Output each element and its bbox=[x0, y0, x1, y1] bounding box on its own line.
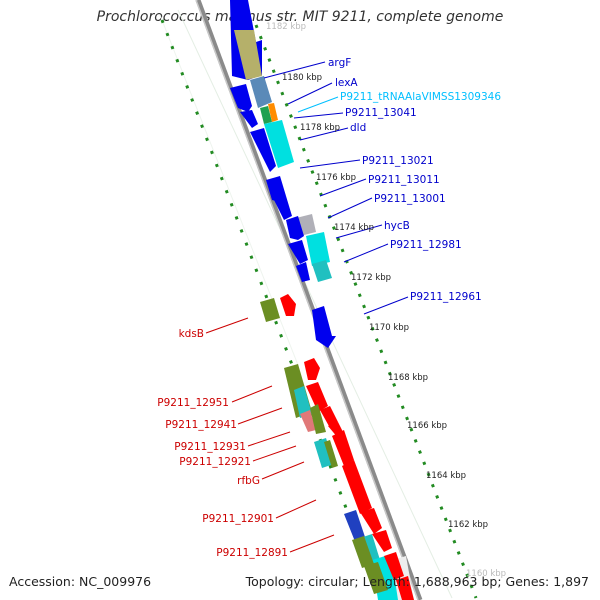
tick-label: 1162 kbp bbox=[448, 520, 488, 530]
gene-arrow bbox=[296, 262, 310, 282]
gene-label: P9211_13041 bbox=[345, 107, 417, 119]
gene-arrow bbox=[288, 240, 308, 264]
reverse-gene-labels: kdsB P9211_12951 P9211_12941 P9211_12931… bbox=[157, 328, 288, 559]
gene-label: rfbG bbox=[237, 475, 260, 487]
gene-label: P9211_13001 bbox=[374, 193, 446, 205]
gene-label: P9211_12901 bbox=[202, 513, 274, 525]
outer-ring-guide bbox=[177, 9, 453, 599]
gene-block bbox=[324, 440, 338, 468]
gene-arrow bbox=[306, 382, 328, 412]
gene-arrow bbox=[372, 530, 392, 552]
accession-label: Accession: NC_009976 bbox=[9, 574, 152, 589]
gene-block bbox=[294, 386, 312, 418]
gene-label: P9211_12921 bbox=[179, 456, 251, 468]
gene-arrow bbox=[342, 460, 372, 514]
gene-block bbox=[264, 120, 294, 168]
tick-label: 1168 kbp bbox=[388, 373, 428, 383]
gene-block bbox=[250, 76, 272, 108]
tick-label: 1178 kbp bbox=[300, 123, 340, 133]
gene-arrow bbox=[312, 306, 336, 348]
gene-label: P9211_12981 bbox=[390, 239, 462, 251]
gene-label: P9211_12931 bbox=[174, 441, 246, 453]
tick-label: 1180 kbp bbox=[282, 73, 322, 83]
gene-arrow bbox=[274, 196, 292, 220]
gene-label: hycB bbox=[384, 220, 410, 232]
gene-arrow bbox=[332, 430, 354, 466]
gene-label: lexA bbox=[335, 77, 358, 89]
gene-label: P9211_12941 bbox=[165, 419, 237, 431]
gene-block bbox=[306, 232, 330, 266]
gene-arrow bbox=[396, 576, 414, 600]
tick-label: 1170 kbp bbox=[369, 323, 409, 333]
gene-block bbox=[234, 30, 262, 80]
tick-label: 1172 kbp bbox=[351, 273, 391, 283]
gene-block bbox=[300, 410, 316, 432]
tick-label: 1176 kbp bbox=[316, 173, 356, 183]
gene-arrow bbox=[384, 552, 404, 580]
gene-block bbox=[312, 260, 332, 282]
genome-info-label: Topology: circular; Length: 1,688,963 bp… bbox=[245, 574, 589, 589]
gene-arrow bbox=[280, 294, 296, 316]
gene-arrow bbox=[230, 84, 252, 112]
gene-label: P9211_12891 bbox=[216, 547, 288, 559]
gene-block bbox=[260, 298, 280, 322]
gene-block bbox=[268, 103, 278, 122]
gene-label: P9211_12951 bbox=[157, 397, 229, 409]
gene-arrow bbox=[320, 406, 338, 428]
position-ticks: 1182 kbp 1180 kbp 1178 kbp 1176 kbp 1174… bbox=[266, 22, 506, 579]
gene-label: P9211_tRNAAlaVIMSS1309346 bbox=[340, 91, 501, 103]
tick-label: 1182 kbp bbox=[266, 22, 306, 32]
gene-block bbox=[352, 536, 374, 568]
gene-label: argF bbox=[328, 57, 351, 69]
gene-label: P9211_12961 bbox=[410, 291, 482, 303]
forward-label-leaders bbox=[263, 61, 409, 315]
gene-arrow bbox=[304, 358, 320, 380]
map-title: Prochlorococcus marinus str. MIT 9211, c… bbox=[96, 9, 504, 25]
gene-label: P9211_13011 bbox=[368, 174, 440, 186]
gene-block bbox=[314, 438, 334, 468]
tick-label: 1160 kbp bbox=[466, 569, 506, 579]
gene-arrow bbox=[240, 110, 258, 128]
reverse-label-leaders bbox=[205, 317, 335, 553]
tick-label: 1166 kbp bbox=[407, 421, 447, 431]
gene-label: dld bbox=[350, 122, 366, 134]
gene-label: P9211_13021 bbox=[362, 155, 434, 167]
gene-arrow bbox=[360, 508, 382, 534]
gene-arrow bbox=[250, 128, 276, 172]
gene-arrow bbox=[344, 510, 366, 544]
tick-label: 1164 kbp bbox=[426, 471, 466, 481]
gene-block bbox=[310, 404, 326, 434]
reverse-genes bbox=[260, 294, 414, 600]
gene-block bbox=[364, 562, 388, 594]
gene-block bbox=[260, 106, 272, 124]
forward-genes bbox=[230, 0, 414, 600]
tick-label: 1174 kbp bbox=[334, 223, 374, 233]
gene-arrow bbox=[266, 176, 286, 202]
forward-gene-labels: argF lexA P9211_tRNAAlaVIMSS1309346 P921… bbox=[328, 57, 501, 303]
gene-label: kdsB bbox=[179, 328, 204, 340]
gene-arrow bbox=[286, 216, 304, 240]
